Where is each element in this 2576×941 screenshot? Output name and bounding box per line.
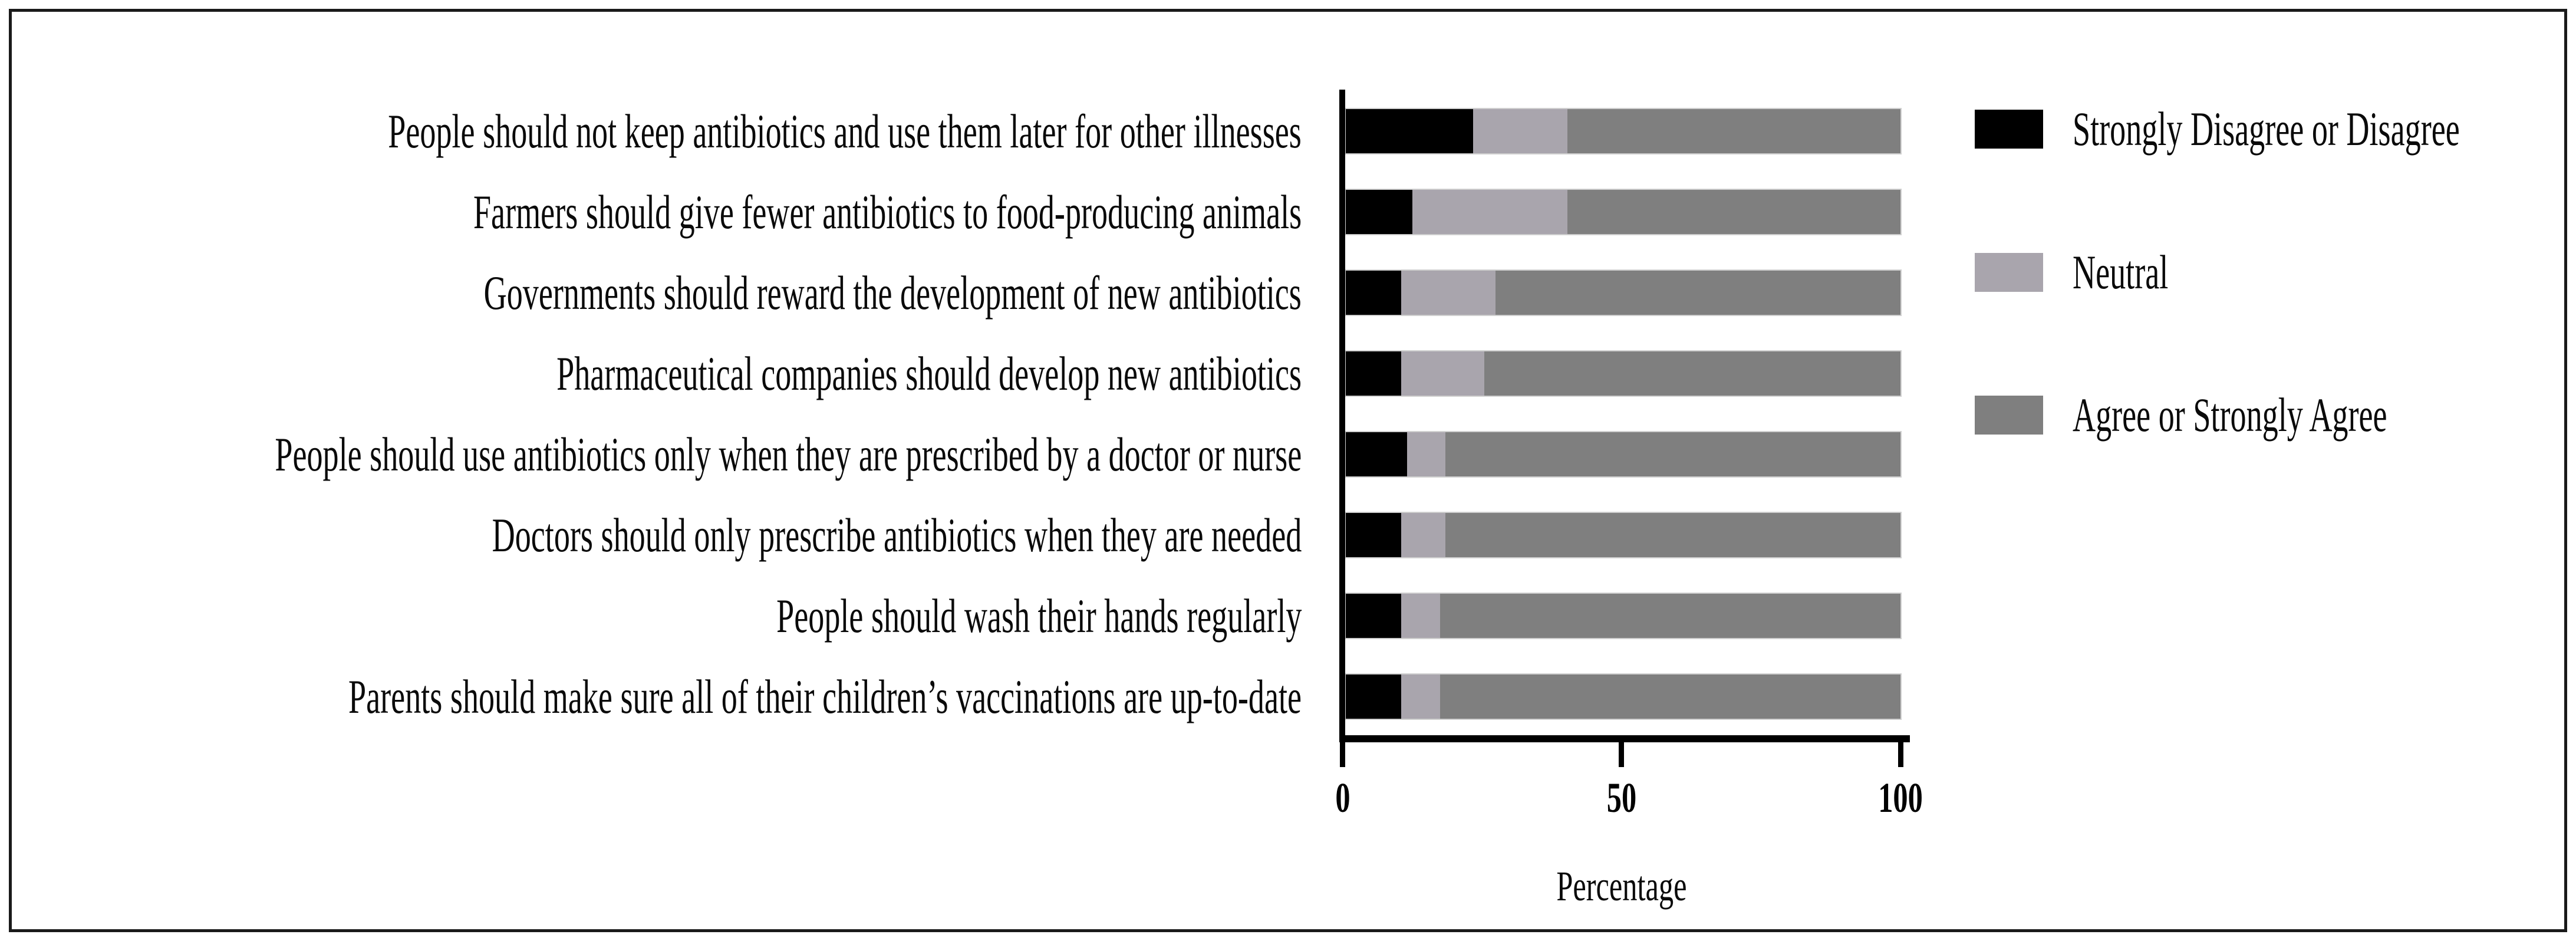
x-axis-tick: [1898, 742, 1903, 767]
bar-row: [1346, 675, 1900, 719]
legend-label: Neutral: [2073, 243, 2568, 302]
category-label-text: People should not keep antibiotics and u…: [388, 104, 1302, 158]
legend-label: Agree or Strongly Agree: [2073, 386, 2568, 445]
bar-segment-agree-or-strongly-agree: [1567, 190, 1900, 234]
bar-segment-agree-or-strongly-agree: [1495, 271, 1900, 315]
category-label-text: Governments should reward the developmen…: [483, 265, 1302, 320]
category-label: People should wash their hands regularly: [24, 586, 1302, 646]
bar-segment-strongly-disagree-or-disagree: [1346, 351, 1402, 396]
bar-segment-strongly-disagree-or-disagree: [1346, 594, 1402, 638]
bar-segment-strongly-disagree-or-disagree: [1346, 675, 1402, 719]
bar-row: [1346, 432, 1900, 476]
bar-segment-strongly-disagree-or-disagree: [1346, 432, 1407, 476]
category-label-text: Parents should make sure all of their ch…: [348, 669, 1302, 723]
x-axis-tick: [1340, 742, 1345, 767]
category-label-text: People should use antibiotics only when …: [275, 427, 1302, 481]
bar-segment-strongly-disagree-or-disagree: [1346, 513, 1402, 557]
bar-segment-neutral: [1401, 513, 1446, 557]
x-axis-tick-label: 100: [1812, 774, 1989, 822]
bar-row: [1346, 513, 1900, 557]
legend-label-text: Agree or Strongly Agree: [2073, 388, 2387, 442]
x-axis-tick-label-text: 50: [1606, 774, 1636, 821]
legend-swatch-agree-or-strongly-agree: [1975, 396, 2043, 435]
x-axis-tick: [1619, 742, 1625, 767]
category-label-text: Doctors should only prescribe antibiotic…: [492, 508, 1302, 562]
bar-segment-neutral: [1473, 109, 1568, 153]
figure-border: [9, 9, 2567, 932]
bar-segment-strongly-disagree-or-disagree: [1346, 109, 1474, 153]
category-label: Governments should reward the developmen…: [24, 263, 1302, 323]
bar-segment-agree-or-strongly-agree: [1445, 513, 1900, 557]
bar-segment-agree-or-strongly-agree: [1484, 351, 1900, 396]
x-axis-line: [1339, 735, 1910, 742]
category-label-text: People should wash their hands regularly: [776, 588, 1302, 643]
legend-label: Strongly Disagree or Disagree: [2073, 100, 2568, 159]
bar-segment-neutral: [1401, 675, 1440, 719]
x-axis-title-text: Percentage: [1556, 863, 1687, 910]
legend-label-text: Strongly Disagree or Disagree: [2073, 102, 2460, 156]
category-label-text: Farmers should give fewer antibiotics to…: [473, 185, 1302, 239]
category-label: People should not keep antibiotics and u…: [24, 101, 1302, 161]
x-axis-tick-label: 50: [1533, 774, 1710, 822]
category-label: Doctors should only prescribe antibiotic…: [24, 505, 1302, 565]
x-axis-title: Percentage: [1342, 862, 1900, 911]
bar-segment-neutral: [1412, 190, 1568, 234]
bar-segment-agree-or-strongly-agree: [1439, 594, 1900, 638]
bar-segment-agree-or-strongly-agree: [1445, 432, 1900, 476]
legend-label-text: Neutral: [2073, 245, 2169, 299]
bar-segment-neutral: [1401, 594, 1440, 638]
bar-segment-agree-or-strongly-agree: [1567, 109, 1900, 153]
bar-segment-strongly-disagree-or-disagree: [1346, 190, 1412, 234]
x-axis-tick-label-text: 0: [1335, 774, 1350, 821]
bar-row: [1346, 190, 1900, 234]
bar-segment-neutral: [1401, 351, 1485, 396]
category-label: Farmers should give fewer antibiotics to…: [24, 182, 1302, 242]
bar-segment-neutral: [1406, 432, 1446, 476]
bar-segment-neutral: [1401, 271, 1496, 315]
bar-segment-agree-or-strongly-agree: [1439, 675, 1900, 719]
category-label: People should use antibiotics only when …: [24, 425, 1302, 484]
bar-row: [1346, 109, 1900, 153]
category-label: Pharmaceutical companies should develop …: [24, 344, 1302, 403]
bar-row: [1346, 271, 1900, 315]
bar-segment-strongly-disagree-or-disagree: [1346, 271, 1402, 315]
legend-swatch-strongly-disagree-or-disagree: [1975, 110, 2043, 149]
category-label-text: Pharmaceutical companies should develop …: [556, 346, 1302, 400]
y-axis-line: [1339, 90, 1345, 742]
x-axis-tick-label: 0: [1254, 774, 1431, 822]
bar-row: [1346, 594, 1900, 638]
bar-row: [1346, 351, 1900, 396]
category-label: Parents should make sure all of their ch…: [24, 667, 1302, 726]
x-axis-tick-label-text: 100: [1878, 774, 1923, 821]
legend-swatch-neutral: [1975, 253, 2043, 292]
